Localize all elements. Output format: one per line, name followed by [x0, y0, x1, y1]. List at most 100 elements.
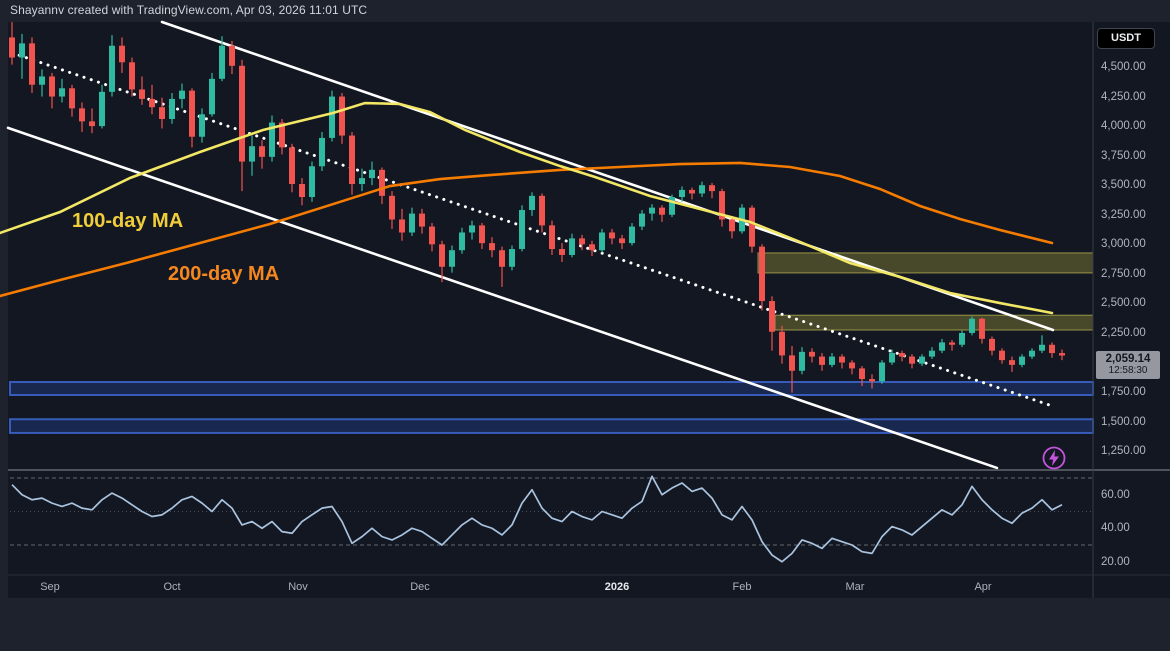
- candle-body: [109, 45, 115, 92]
- rsi-tick: 60.00: [1101, 488, 1130, 501]
- candle-body: [989, 338, 995, 351]
- candle-body: [549, 225, 555, 250]
- channel-midline: [10, 51, 1057, 409]
- candle-body: [489, 243, 495, 251]
- candle-body: [879, 362, 885, 382]
- candle-body: [1009, 360, 1015, 365]
- candle-body: [519, 210, 525, 250]
- footer-bar: TradingView: [0, 598, 1170, 651]
- ma200-label: 200-day MA: [168, 263, 280, 285]
- candle-body: [329, 96, 335, 138]
- candle-body: [179, 90, 185, 99]
- candle-body: [69, 88, 75, 109]
- ma100-label: 100-day MA: [72, 210, 184, 232]
- candle-body: [99, 91, 105, 127]
- candle-body: [769, 301, 775, 332]
- candle-body: [79, 108, 85, 122]
- candle-body: [999, 350, 1005, 361]
- candle-body: [129, 62, 135, 90]
- candle-body: [19, 43, 25, 58]
- support-zone-lower: [9, 418, 1094, 434]
- candle-body: [429, 226, 435, 245]
- candle-body: [369, 169, 375, 179]
- time-label-nov: Nov: [288, 581, 308, 593]
- candle-body: [289, 147, 295, 185]
- candle-body: [1019, 356, 1025, 365]
- candle-body: [439, 244, 445, 267]
- last-price-badge: 2,059.14 12:58:30: [1096, 351, 1160, 379]
- candle-body: [139, 89, 145, 99]
- candle-body: [379, 169, 385, 196]
- price-tick: 3,750.00: [1101, 149, 1146, 162]
- candle-body: [29, 43, 35, 85]
- candle-body: [729, 219, 735, 232]
- candle-body: [319, 137, 325, 167]
- candle-body: [839, 356, 845, 363]
- time-label-dec: Dec: [410, 581, 430, 593]
- lightning-icon[interactable]: [1041, 445, 1067, 471]
- candle-body: [959, 332, 965, 345]
- time-label-apr: Apr: [974, 581, 992, 593]
- candle-body: [949, 342, 955, 345]
- candle-body: [269, 122, 275, 157]
- candle-body: [909, 356, 915, 364]
- candle-body: [709, 185, 715, 192]
- candle-body: [899, 353, 905, 357]
- candle-body: [619, 238, 625, 244]
- candle-body: [579, 238, 585, 245]
- candle-body: [509, 249, 515, 267]
- candle-body: [299, 184, 305, 198]
- price-tick: 2,250.00: [1101, 326, 1146, 339]
- price-tick: 4,250.00: [1101, 90, 1146, 103]
- candle-body: [799, 351, 805, 371]
- candle-body: [779, 331, 785, 356]
- candle-body: [859, 368, 865, 380]
- candle-body: [609, 232, 615, 239]
- candle-body: [449, 250, 455, 267]
- candle-body: [589, 244, 595, 251]
- candle-body: [829, 356, 835, 365]
- channel-lower: [6, 126, 999, 470]
- candle-body: [189, 90, 195, 137]
- candle-body: [529, 195, 535, 211]
- candle-body: [159, 107, 165, 120]
- candle-body: [219, 45, 225, 79]
- price-tick: 1,750.00: [1101, 386, 1146, 399]
- candle-body: [969, 318, 975, 333]
- candle-body: [939, 342, 945, 351]
- candle-body: [979, 318, 985, 339]
- currency-badge: USDT: [1097, 28, 1155, 49]
- last-price-value: 2,059.14: [1105, 353, 1151, 365]
- candle-body: [249, 146, 255, 162]
- candle-body: [789, 355, 795, 371]
- ma100-line: [0, 101, 1054, 315]
- candle-body: [199, 114, 205, 137]
- candle-body: [209, 78, 215, 115]
- time-label-sep: Sep: [40, 581, 60, 593]
- price-tick: 1,250.00: [1101, 445, 1146, 458]
- price-tick: 1,500.00: [1101, 415, 1146, 428]
- price-tick: 2,500.00: [1101, 297, 1146, 310]
- candle-body: [349, 135, 355, 185]
- candle-body: [169, 98, 175, 120]
- price-tick: 3,500.00: [1101, 179, 1146, 192]
- candle-body: [689, 189, 695, 194]
- candle-body: [809, 351, 815, 357]
- time-label-2026: 2026: [604, 581, 630, 593]
- candle-body: [49, 76, 55, 97]
- candle-body: [359, 178, 365, 185]
- candle-body: [1049, 344, 1055, 354]
- candle-body: [279, 122, 285, 148]
- attribution-text: Shayannv created with TradingView.com, A…: [10, 3, 368, 17]
- candle-body: [389, 195, 395, 220]
- rsi-tick: 20.00: [1101, 555, 1130, 568]
- price-tick: 3,250.00: [1101, 208, 1146, 221]
- candle-body: [559, 249, 565, 255]
- candle-body: [89, 121, 95, 127]
- time-label-oct: Oct: [163, 581, 181, 593]
- candle-body: [499, 250, 505, 267]
- candle-body: [659, 207, 665, 215]
- candle-body: [629, 226, 635, 244]
